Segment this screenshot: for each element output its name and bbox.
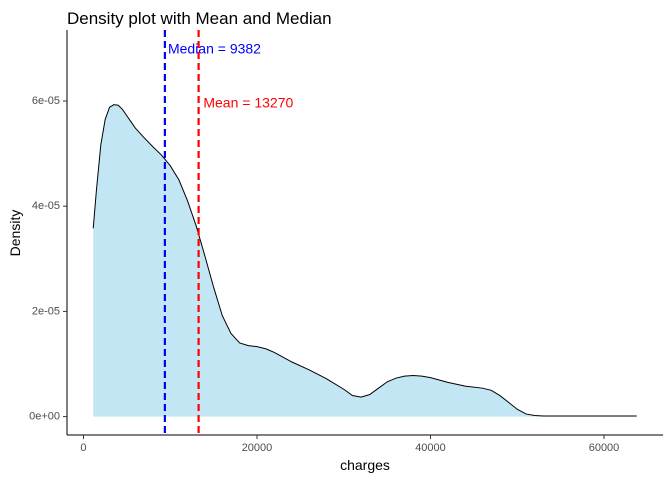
x-tick-label: 60000 [589, 442, 620, 454]
x-tick-label: 20000 [242, 442, 273, 454]
y-axis-ticks: 0e+00 2e-05 4e-05 6e-05 [29, 95, 67, 422]
chart-title: Density plot with Mean and Median [67, 9, 332, 28]
y-tick-label: 0e+00 [29, 410, 60, 422]
y-tick-label: 4e-05 [32, 200, 60, 212]
mean-label: Mean = 13270 [203, 94, 293, 110]
x-axis-title: charges [340, 457, 390, 473]
y-axis-title: Density [7, 210, 23, 257]
median-label: Median = 9382 [168, 41, 261, 57]
y-tick-label: 2e-05 [32, 305, 60, 317]
density-area [93, 104, 637, 417]
density-line [92, 104, 637, 417]
plot-area: Median = 9382 Mean = 13270 [92, 30, 637, 435]
x-axis-ticks: 0 20000 40000 60000 [80, 435, 619, 454]
x-tick-label: 40000 [415, 442, 446, 454]
y-tick-label: 6e-05 [32, 95, 60, 107]
reference-lines: Median = 9382 Mean = 13270 [163, 30, 293, 435]
x-tick-label: 0 [80, 442, 86, 454]
